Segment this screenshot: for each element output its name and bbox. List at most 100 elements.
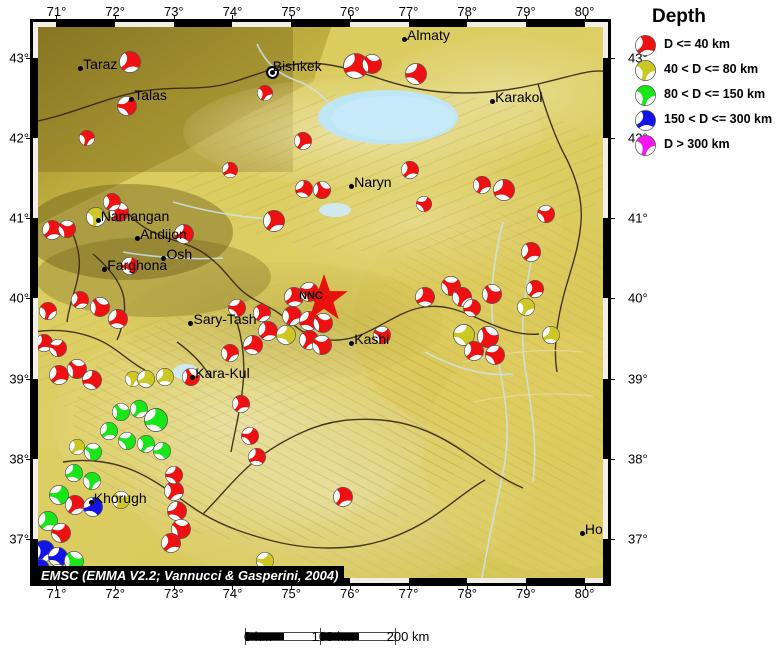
focal-mechanism-beachball[interactable] bbox=[405, 63, 428, 86]
focal-mechanism-beachball[interactable] bbox=[520, 242, 541, 262]
legend-item[interactable]: 150 < D <= 300 km bbox=[632, 109, 778, 134]
focal-mechanism-beachball[interactable] bbox=[48, 339, 67, 358]
focal-mechanism-beachball[interactable] bbox=[70, 291, 89, 310]
focal-mechanism-beachball[interactable] bbox=[332, 487, 353, 508]
focal-mechanism-beachball[interactable] bbox=[476, 326, 499, 348]
focal-mechanism-beachball[interactable] bbox=[79, 130, 95, 147]
axis-tick-lat bbox=[26, 378, 33, 380]
focal-mechanism-beachball[interactable] bbox=[362, 53, 383, 74]
focal-mechanism-beachball[interactable] bbox=[462, 299, 481, 318]
focal-mechanism-beachball[interactable] bbox=[256, 85, 273, 102]
focal-mechanism-beachball[interactable] bbox=[58, 219, 76, 238]
focal-mechanism-beachball[interactable] bbox=[108, 308, 129, 329]
axis-label-lon-bottom: 72° bbox=[105, 586, 125, 601]
focal-mechanism-beachball[interactable] bbox=[516, 297, 535, 316]
focal-mechanism-beachball[interactable] bbox=[537, 205, 556, 224]
legend-item[interactable]: D > 300 km bbox=[632, 134, 778, 159]
focal-mechanism-beachball[interactable] bbox=[262, 209, 285, 232]
focal-mechanism-beachball[interactable] bbox=[112, 403, 130, 422]
focal-mechanism-beachball[interactable] bbox=[153, 441, 172, 460]
focal-mechanism-beachball[interactable] bbox=[38, 301, 57, 320]
focal-mechanism-beachball[interactable] bbox=[69, 438, 85, 455]
focal-mechanism-beachball[interactable] bbox=[257, 320, 278, 341]
focal-mechanism-beachball[interactable] bbox=[41, 220, 62, 241]
focal-mechanism-beachball[interactable] bbox=[170, 519, 191, 540]
focal-mechanism-beachball[interactable] bbox=[82, 472, 101, 491]
focal-mechanism-beachball[interactable] bbox=[252, 303, 271, 322]
focal-mechanism-beachball[interactable] bbox=[472, 175, 491, 194]
focal-mechanism-beachball[interactable] bbox=[49, 484, 70, 505]
focal-mechanism-beachball[interactable] bbox=[541, 325, 560, 344]
focal-mechanism-beachball[interactable] bbox=[124, 370, 141, 387]
focal-mechanism-beachball[interactable] bbox=[86, 206, 107, 227]
focal-mechanism-beachball[interactable] bbox=[293, 131, 312, 150]
focal-mechanism-beachball[interactable] bbox=[49, 364, 70, 385]
scale-bar-label: 0 km bbox=[243, 629, 273, 644]
scale-bar-segment bbox=[358, 633, 396, 640]
focal-mechanism-beachball[interactable] bbox=[67, 359, 87, 379]
focal-mechanism-beachball[interactable] bbox=[65, 495, 86, 516]
map-viewport[interactable]: NNC Taraz Talas Bishkek Almaty Karakol Naryn Na… bbox=[33, 22, 608, 583]
axis-tick-lat bbox=[26, 458, 33, 460]
focal-mechanism-beachball[interactable] bbox=[120, 257, 139, 276]
map-panel[interactable]: NNC Taraz Talas Bishkek Almaty Karakol Naryn Na… bbox=[30, 19, 611, 586]
focal-mechanism-beachball[interactable] bbox=[342, 53, 369, 80]
focal-mechanism-beachball[interactable] bbox=[65, 464, 84, 483]
focal-mechanism-beachball[interactable] bbox=[453, 323, 476, 346]
focal-mechanism-beachball[interactable] bbox=[282, 306, 303, 327]
city-dot-icon bbox=[78, 66, 84, 72]
focal-mechanism-beachball[interactable] bbox=[248, 448, 267, 467]
focal-mechanism-beachball[interactable] bbox=[232, 395, 251, 414]
focal-mechanism-beachball[interactable] bbox=[90, 296, 111, 317]
focal-mechanism-beachball[interactable] bbox=[166, 500, 187, 521]
focal-mechanism-beachball[interactable] bbox=[243, 335, 263, 355]
focal-mechanism-beachball[interactable] bbox=[156, 368, 174, 386]
focal-mechanism-beachball[interactable] bbox=[313, 312, 334, 333]
focal-mechanism-beachball[interactable] bbox=[414, 286, 435, 307]
focal-mechanism-beachball[interactable] bbox=[160, 532, 181, 553]
axis-label-lat-right: 40° bbox=[628, 290, 648, 306]
focal-mechanism-beachball[interactable] bbox=[276, 324, 297, 345]
terrain-basemap bbox=[33, 22, 608, 583]
focal-mechanism-beachball[interactable] bbox=[103, 193, 122, 212]
focal-mechanism-beachball[interactable] bbox=[100, 421, 119, 440]
focal-mechanism-beachball[interactable] bbox=[525, 279, 544, 298]
focal-mechanism-beachball[interactable] bbox=[112, 491, 130, 510]
focal-mechanism-beachball[interactable] bbox=[136, 369, 155, 388]
focal-mechanism-beachball[interactable] bbox=[136, 435, 155, 454]
legend-item[interactable]: D <= 40 km bbox=[632, 34, 778, 59]
focal-mechanism-beachball[interactable] bbox=[51, 522, 72, 543]
epicenter-label: NNC bbox=[299, 290, 323, 303]
focal-mechanism-beachball[interactable] bbox=[144, 408, 169, 433]
axis-tick-lon bbox=[232, 15, 234, 22]
focal-mechanism-beachball[interactable] bbox=[220, 344, 239, 362]
focal-mechanism-beachball[interactable] bbox=[464, 340, 485, 361]
focal-mechanism-beachball[interactable] bbox=[400, 161, 419, 180]
focal-mechanism-beachball[interactable] bbox=[295, 180, 314, 199]
focal-mechanism-beachball[interactable] bbox=[228, 299, 247, 318]
focal-mechanism-beachball[interactable] bbox=[493, 179, 516, 202]
focal-mechanism-beachball[interactable] bbox=[485, 344, 506, 365]
focal-mechanism-beachball[interactable] bbox=[81, 370, 102, 391]
focal-mechanism-beachball[interactable] bbox=[82, 496, 103, 517]
focal-mechanism-beachball[interactable] bbox=[416, 195, 433, 212]
focal-mechanism-beachball[interactable] bbox=[221, 162, 238, 179]
epicenter-star[interactable] bbox=[298, 273, 350, 325]
focal-mechanism-beachball[interactable] bbox=[117, 432, 136, 451]
legend-item-label: 80 < D <= 150 km bbox=[664, 87, 766, 101]
focal-mechanism-beachball[interactable] bbox=[118, 51, 141, 74]
focal-mechanism-beachball[interactable] bbox=[129, 400, 148, 419]
legend-item[interactable]: 80 < D <= 150 km bbox=[632, 84, 778, 109]
focal-mechanism-beachball[interactable] bbox=[481, 284, 502, 305]
focal-mechanism-beachball[interactable] bbox=[373, 325, 392, 344]
focal-mechanism-beachball[interactable] bbox=[37, 511, 58, 532]
city-label: Andijon bbox=[140, 225, 187, 242]
focal-mechanism-beachball[interactable] bbox=[164, 465, 183, 484]
focal-mechanism-beachball[interactable] bbox=[311, 335, 332, 355]
focal-mechanism-beachball[interactable] bbox=[241, 427, 260, 446]
focal-mechanism-beachball[interactable] bbox=[312, 181, 331, 200]
focal-mechanism-beachball[interactable] bbox=[174, 224, 195, 245]
legend-beachball-icon bbox=[635, 35, 656, 56]
focal-mechanism-beachball[interactable] bbox=[83, 443, 102, 462]
legend-item[interactable]: 40 < D <= 80 km bbox=[632, 59, 778, 84]
